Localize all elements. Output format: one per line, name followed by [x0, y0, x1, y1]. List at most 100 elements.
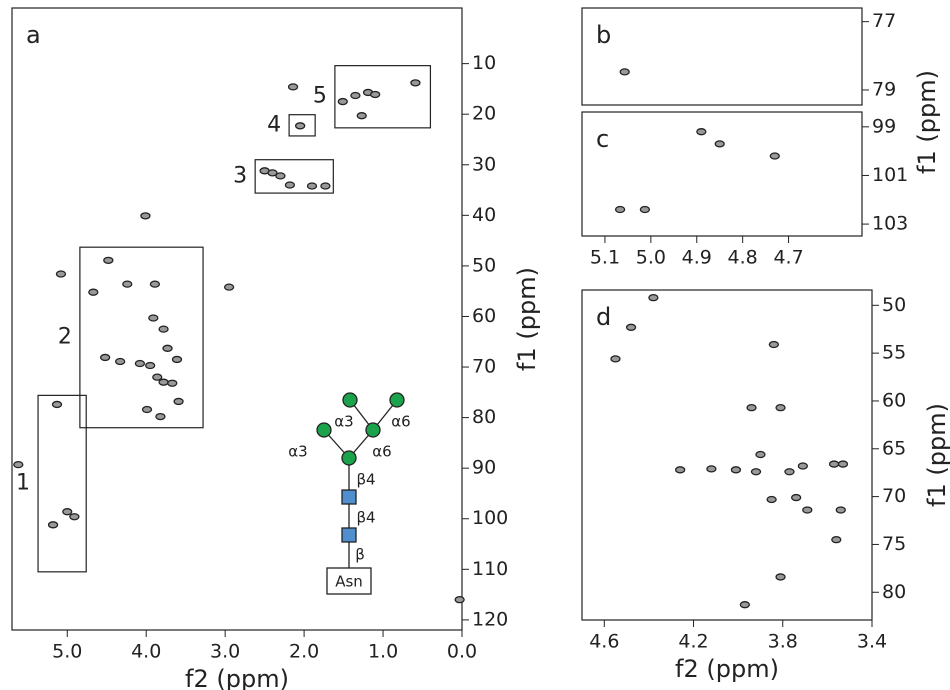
peak	[152, 373, 163, 381]
peak	[306, 182, 318, 190]
peak	[714, 140, 725, 148]
y-tick-label: 55	[882, 342, 906, 364]
panel-label: a	[26, 21, 41, 49]
x-tick-label: 4.8	[728, 247, 758, 269]
glycan-label: α3	[334, 413, 353, 431]
x-tick-label: 4.6	[589, 631, 619, 653]
peak	[454, 596, 465, 604]
peak	[158, 378, 169, 386]
peak	[145, 361, 156, 370]
peak	[766, 495, 777, 504]
y-tick-label: 79	[872, 78, 896, 100]
peak	[791, 493, 802, 502]
peak	[103, 256, 114, 264]
peak	[162, 344, 173, 352]
peak	[267, 169, 278, 177]
x-tick-label: 5.1	[590, 247, 620, 269]
peak	[828, 460, 840, 468]
region-label: 3	[233, 163, 247, 188]
peak	[141, 405, 153, 414]
peak	[88, 288, 99, 296]
peak	[158, 325, 169, 333]
region-box	[79, 246, 204, 429]
peak	[134, 359, 146, 368]
glycan-label: α3	[288, 443, 307, 461]
peak	[739, 601, 750, 609]
region-label: 5	[313, 84, 327, 109]
peak	[750, 468, 762, 476]
peak	[410, 79, 421, 87]
glycan-label: α6	[391, 413, 410, 431]
asn-box	[326, 567, 372, 595]
peak	[610, 355, 621, 363]
peak	[648, 294, 659, 302]
peak	[639, 205, 651, 214]
peak	[100, 353, 111, 362]
peak	[115, 357, 126, 366]
peak	[287, 83, 299, 91]
peak	[696, 128, 707, 136]
peak	[275, 172, 286, 180]
peak	[797, 462, 808, 470]
y-tick-label: 90	[472, 457, 496, 479]
peak	[746, 404, 757, 412]
y-tick-label: 80	[882, 581, 906, 603]
peak	[675, 466, 686, 474]
peak	[173, 397, 184, 406]
region-box	[37, 394, 87, 573]
panel-label: b	[596, 21, 611, 49]
y-tick-label: 103	[872, 213, 908, 235]
peak	[337, 97, 348, 106]
y-tick-label: 30	[472, 153, 496, 175]
peak	[356, 112, 367, 120]
x-tick-label: 3.8	[768, 631, 798, 653]
x-tick-label: 4.0	[131, 641, 161, 663]
peak	[755, 450, 766, 459]
region-label: 2	[58, 324, 72, 349]
y-tick-label: 100	[472, 507, 508, 529]
peak	[320, 182, 331, 190]
y-tick-label: 40	[472, 204, 496, 226]
y-tick-label: 10	[472, 52, 496, 74]
peak	[837, 460, 849, 468]
y-tick-label: 65	[882, 437, 906, 459]
y-tick-label: 120	[472, 608, 508, 630]
peak	[13, 460, 24, 469]
peak	[769, 152, 780, 160]
peak	[122, 280, 133, 288]
peak	[802, 506, 813, 514]
peak	[155, 412, 166, 421]
glcnac	[341, 489, 357, 505]
x-tick-label: 4.7	[773, 247, 803, 269]
plot-frame	[581, 289, 873, 621]
y-tick-label: 70	[882, 485, 906, 507]
mannose	[341, 450, 357, 466]
glycan-diagram	[316, 392, 405, 595]
x-axis-label: f2 (ppm)	[185, 665, 289, 690]
plot-frame	[581, 111, 863, 237]
y-axis-label: f1 (ppm)	[513, 267, 541, 371]
panel-label: c	[596, 125, 609, 153]
glycan-label: α6	[372, 443, 391, 461]
glycan-label: Asn	[335, 573, 363, 591]
panel-label: d	[596, 303, 611, 331]
peak	[140, 212, 151, 220]
mannose	[316, 422, 332, 438]
glycan-label: β4	[356, 471, 375, 489]
mannose	[342, 392, 358, 408]
x-tick-label: 5.0	[52, 641, 82, 663]
peak	[706, 465, 717, 473]
peak	[62, 508, 73, 516]
peak	[149, 280, 161, 288]
plot-frame	[581, 7, 863, 106]
x-tick-label: 4.2	[678, 631, 708, 653]
y-tick-label: 50	[472, 254, 496, 276]
region-box	[254, 159, 334, 194]
x-tick-label: 3.4	[857, 631, 887, 653]
y-tick-label: 99	[872, 115, 896, 137]
x-axis-label: f2 (ppm)	[675, 655, 779, 683]
y-axis-label: f1 (ppm)	[923, 403, 950, 507]
y-axis-label: f1 (ppm)	[913, 70, 941, 174]
peak	[768, 340, 779, 349]
